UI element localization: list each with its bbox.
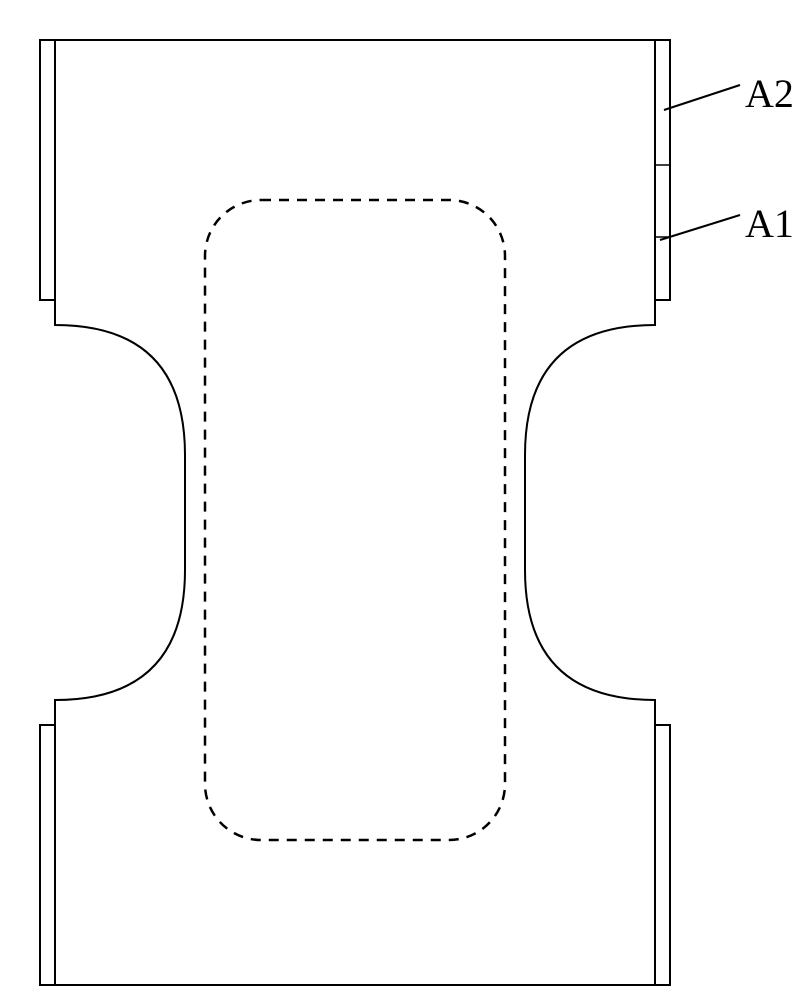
main-body-outline xyxy=(40,40,670,985)
leader-line-a1 xyxy=(660,215,740,240)
label-a1: A1 xyxy=(745,200,794,247)
inner-dashed-region xyxy=(205,200,505,840)
label-a2: A2 xyxy=(745,70,794,117)
leader-line-a2 xyxy=(664,85,740,110)
schematic-diagram xyxy=(0,0,807,1000)
